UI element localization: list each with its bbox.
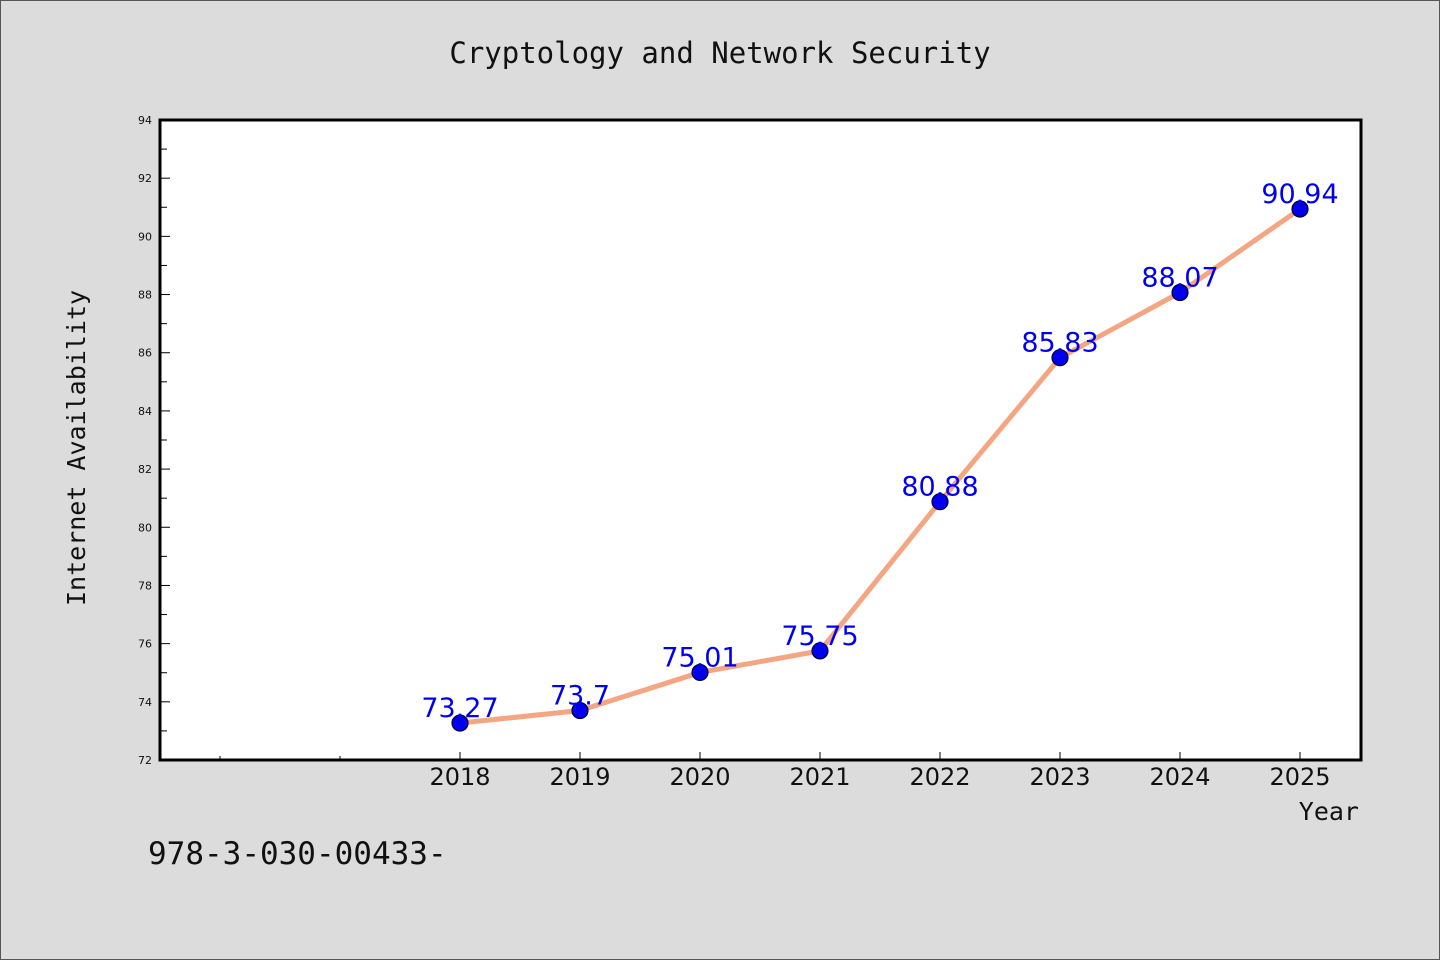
y-tick-label: 72 [138,754,152,767]
data-label: 75.75 [781,621,858,652]
data-point [691,663,709,682]
data-markers [451,200,1309,732]
data-point [1171,283,1189,302]
data-label: 85.83 [1021,328,1098,359]
chart-title: Cryptology and Network Security [449,36,990,70]
data-labels: 73.27 73.7 75.01 75.75 80.88 85.83 88.07 90.94 [421,179,1338,724]
y-tick-label: 86 [138,347,152,360]
x-tick-label: 2022 [909,763,970,791]
y-tick-label: 92 [138,172,152,185]
y-tick-label: 88 [138,289,152,302]
data-label: 90.94 [1261,179,1338,210]
x-tick-label: 2020 [669,763,730,791]
data-label: 75.01 [661,642,738,673]
x-tick-label: 2024 [1149,763,1210,791]
y-tick-label: 90 [138,230,152,243]
x-axis-label: Year [1299,797,1359,826]
plot-border [158,118,1363,762]
data-label: 73.27 [421,693,498,724]
y-tick-label: 80 [138,521,152,534]
y-tick-label: 82 [138,463,152,476]
data-label: 80.88 [901,472,978,503]
y-axis-label: Internet Availability [62,290,91,606]
data-point [571,701,589,720]
x-tick-label: 2018 [429,763,490,791]
data-point [931,493,949,511]
data-label: 73.7 [550,681,610,712]
y-tick-label: 94 [138,114,152,127]
y-tick-label: 76 [138,638,152,651]
data-label: 88.07 [1141,263,1218,294]
plot-area [160,120,1361,760]
x-tick-label: 2023 [1029,763,1090,791]
data-point [1291,200,1309,218]
data-point [811,642,829,660]
footer-text: 978-3-030-00433- [148,836,447,872]
y-tick-label: 84 [138,405,152,418]
x-tick-label: 2021 [789,763,850,791]
y-axis-ticks: 72 74 76 78 80 82 84 86 88 90 92 94 [138,114,170,767]
y-tick-label: 74 [138,696,152,709]
x-axis-ticks: 2018 2019 2020 2021 2022 2023 2024 2025 [219,752,1331,791]
data-point [451,714,469,732]
x-tick-label: 2019 [549,763,610,791]
data-point [1051,349,1069,367]
y-tick-label: 78 [138,579,152,592]
series-line [457,206,1303,726]
x-tick-label: 2025 [1269,763,1330,791]
